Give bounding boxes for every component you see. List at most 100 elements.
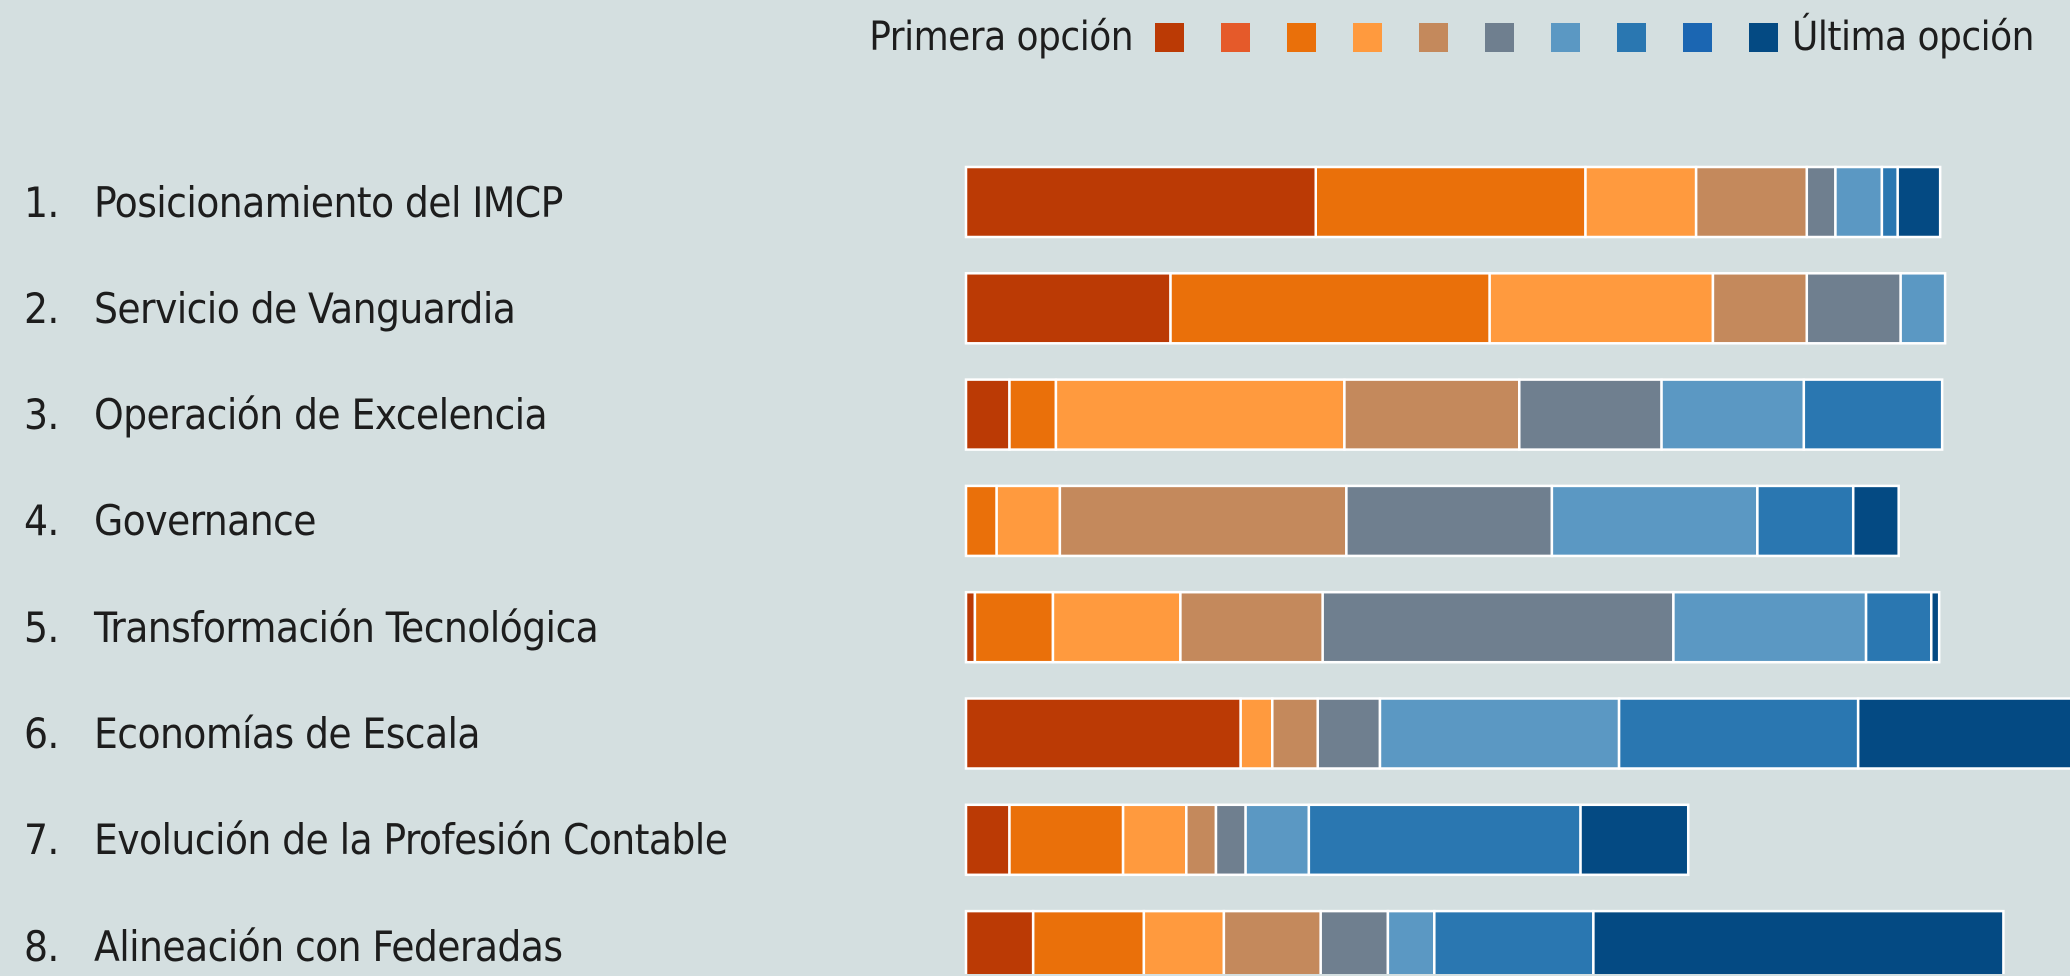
bar-segment-rank-5 (1343, 378, 1521, 451)
row-number: 2. (24, 283, 59, 333)
category-label: Posicionamiento del IMCP (94, 177, 563, 227)
bar-segment-rank-3 (1031, 909, 1146, 974)
bar-segment-rank-5 (1222, 909, 1322, 974)
legend-last-label: Última opción (1792, 14, 2034, 60)
bar-segment-rank-5 (1179, 590, 1324, 664)
bar-segment-rank-6 (1321, 590, 1675, 664)
bar-segment-rank-6 (1805, 165, 1837, 239)
row-number: 7. (24, 815, 59, 865)
bar-segment-rank-6 (1518, 378, 1663, 451)
legend-swatch-7 (1551, 22, 1581, 52)
bar-row-1 (964, 165, 1942, 239)
category-label: Evolución de la Profesión Contable (94, 815, 728, 865)
bar-segment-rank-7 (1834, 165, 1884, 239)
bar-segment-rank-4 (1488, 272, 1715, 345)
legend-swatch-10 (1749, 22, 1779, 52)
legend-swatch-5 (1419, 22, 1449, 52)
row-label-6: 6. Economías de Escala (24, 704, 481, 764)
bar-segment-rank-8 (1756, 484, 1855, 558)
bar-segment-rank-5 (1711, 272, 1809, 345)
bar-segment-rank-1 (964, 697, 1242, 770)
bar-segment-rank-1 (964, 909, 1035, 974)
bar-segment-rank-5 (1185, 803, 1218, 877)
legend-swatch-9 (1683, 22, 1713, 52)
legend-swatch-3 (1287, 22, 1317, 52)
legend: Primera opción Última opción (869, 0, 2034, 74)
row-label-7: 7. Evolución de la Profesión Contable (24, 810, 728, 870)
row-labels: 1. Posicionamiento del IMCP 2. Servicio de … (0, 0, 900, 974)
bar-row-8 (964, 909, 2005, 974)
bar-segment-rank-10 (1896, 165, 1942, 239)
row-number: 8. (24, 921, 59, 971)
bar-segment-rank-8 (1617, 697, 1860, 770)
legend-swatch-2 (1221, 22, 1251, 52)
row-label-4: 4. Governance (24, 491, 316, 551)
bar-row-3 (964, 378, 1944, 451)
row-label-5: 5. Transformación Tecnológica (24, 597, 599, 657)
bar-row-7 (964, 803, 1690, 877)
bar-segment-rank-8 (1307, 803, 1582, 877)
bar-segment-rank-1 (964, 378, 1011, 451)
bar-segment-rank-3 (964, 484, 998, 558)
bar-segment-rank-7 (1660, 378, 1806, 451)
bar-segment-rank-6 (1345, 484, 1554, 558)
row-number: 6. (24, 709, 59, 758)
category-label: Governance (94, 496, 316, 546)
bar-segment-rank-3 (973, 590, 1055, 664)
bar-segment-rank-10 (1856, 697, 2070, 770)
category-label: Economías de Escala (94, 709, 481, 758)
bar-segment-rank-6 (1319, 909, 1390, 974)
bar-segment-rank-7 (1672, 590, 1868, 664)
bar-segment-rank-8 (1802, 378, 1944, 451)
row-label-1: 1. Posicionamiento del IMCP (24, 172, 563, 232)
bar-segment-rank-5 (1694, 165, 1809, 239)
row-label-3: 3. Operación de Excelencia (24, 385, 548, 445)
bar-segment-rank-7 (1899, 272, 1947, 345)
bar-segment-rank-8 (1880, 165, 1899, 239)
row-label-8: 8. Alineación con Federadas (24, 916, 563, 976)
bar-segment-rank-3 (1008, 378, 1058, 451)
bar-segment-rank-5 (1271, 697, 1319, 770)
bar-segment-rank-10 (1579, 803, 1690, 877)
bar-segment-rank-4 (1054, 378, 1346, 451)
row-number: 1. (24, 177, 59, 227)
bar-segment-rank-4 (1121, 803, 1188, 877)
bar-row-2 (964, 272, 1947, 345)
bar-row-6 (964, 697, 2070, 770)
bar-segment-rank-8 (1433, 909, 1595, 974)
category-label: Transformación Tecnológica (94, 602, 599, 652)
category-label: Servicio de Vanguardia (94, 283, 516, 333)
row-number: 4. (24, 496, 59, 546)
legend-swatch-1 (1155, 22, 1185, 52)
bar-segment-rank-4 (1239, 697, 1274, 770)
bar-segment-rank-7 (1378, 697, 1621, 770)
bar-segment-rank-1 (964, 165, 1317, 239)
bar-segment-rank-3 (1314, 165, 1587, 239)
bar-segment-rank-6 (1316, 697, 1382, 770)
bar-segment-rank-7 (1386, 909, 1436, 974)
category-label: Alineación con Federadas (94, 921, 563, 971)
legend-swatches (1155, 22, 1779, 52)
category-label: Operación de Excelencia (94, 390, 548, 440)
bar-row-4 (964, 484, 1900, 558)
bar-segment-rank-4 (1051, 590, 1182, 664)
bar-row-5 (964, 590, 1941, 664)
bar-segment-rank-1 (964, 272, 1172, 345)
bar-segment-rank-6 (1805, 272, 1902, 345)
bar-segment-rank-8 (1864, 590, 1933, 664)
bar-segment-rank-10 (1851, 484, 1900, 558)
legend-swatch-8 (1617, 22, 1647, 52)
bar-segment-rank-7 (1244, 803, 1311, 877)
legend-swatch-6 (1485, 22, 1515, 52)
bar-segment-rank-3 (1008, 803, 1125, 877)
legend-first-label: Primera opción (869, 14, 1134, 60)
bar-segment-rank-1 (964, 590, 977, 664)
bar-segment-rank-7 (1550, 484, 1759, 558)
bar-segment-rank-1 (964, 803, 1011, 877)
bar-segment-rank-3 (1169, 272, 1491, 345)
bar-segment-rank-10 (1930, 590, 1941, 664)
legend-swatch-4 (1353, 22, 1383, 52)
bar-segment-rank-10 (1592, 909, 2005, 974)
row-label-2: 2. Servicio de Vanguardia (24, 278, 516, 338)
